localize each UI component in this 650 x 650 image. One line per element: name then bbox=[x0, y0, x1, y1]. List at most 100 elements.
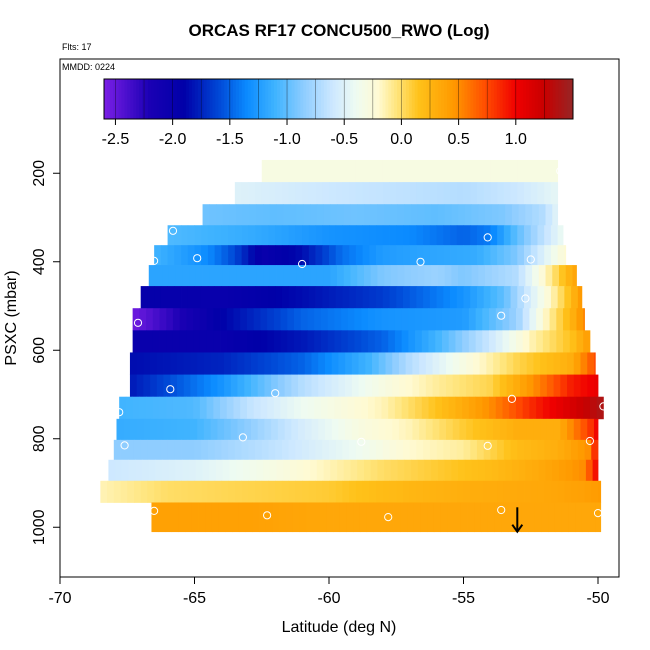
heatmap-cell bbox=[147, 480, 155, 503]
heatmap-cell bbox=[437, 459, 446, 482]
heatmap-cell bbox=[498, 204, 506, 226]
heatmap-cell bbox=[417, 459, 425, 482]
colorbar-segment bbox=[540, 79, 545, 119]
heatmap-cell bbox=[170, 374, 178, 398]
heatmap-cell bbox=[302, 182, 310, 205]
heatmap-cell bbox=[378, 352, 386, 375]
colorbar-segment bbox=[482, 79, 486, 119]
heatmap-cell bbox=[519, 418, 528, 441]
colorbar-segment bbox=[452, 79, 457, 119]
heatmap-cell bbox=[437, 265, 446, 287]
heatmap-cell bbox=[228, 480, 236, 503]
heatmap-cell bbox=[412, 352, 420, 375]
heatmap-cell bbox=[167, 480, 175, 503]
heatmap-cell bbox=[257, 352, 265, 375]
heatmap-cell bbox=[203, 418, 212, 441]
heatmap-cell bbox=[485, 459, 493, 482]
heatmap-cell bbox=[241, 480, 249, 503]
heatmap-cell bbox=[155, 459, 163, 482]
heatmap-cell bbox=[146, 396, 154, 420]
heatmap-cell bbox=[455, 308, 463, 331]
heatmap-cell bbox=[345, 374, 353, 398]
heatmap-cell bbox=[242, 459, 251, 482]
heatmap-cell bbox=[288, 225, 296, 246]
colorbar-segment bbox=[121, 79, 126, 119]
heatmap-cell bbox=[464, 459, 472, 482]
colorbar-segment bbox=[209, 79, 213, 119]
heatmap-cell bbox=[571, 439, 579, 461]
heatmap-cell bbox=[480, 502, 489, 533]
heatmap-cell bbox=[175, 459, 183, 482]
heatmap-cell bbox=[358, 352, 366, 375]
heatmap-cell bbox=[209, 459, 217, 482]
heatmap-cell bbox=[369, 439, 377, 461]
heatmap-cell bbox=[398, 374, 407, 398]
colorbar-segment bbox=[455, 79, 460, 119]
heatmap-cell bbox=[374, 396, 382, 420]
colorbar-segment bbox=[361, 79, 366, 119]
heatmap-cell bbox=[573, 352, 581, 375]
heatmap-cell bbox=[174, 225, 182, 246]
heatmap-cell bbox=[530, 480, 538, 503]
heatmap-cell bbox=[479, 352, 487, 375]
heatmap-cell bbox=[275, 286, 283, 309]
heatmap-cell bbox=[402, 439, 411, 461]
heatmap-cell bbox=[225, 502, 233, 533]
heatmap-cell bbox=[423, 286, 431, 309]
heatmap-cell bbox=[431, 204, 439, 226]
heatmap-cell bbox=[451, 459, 459, 482]
heatmap-cell bbox=[455, 396, 463, 420]
heatmap-cell bbox=[436, 245, 444, 266]
heatmap-cell bbox=[557, 225, 564, 246]
heatmap-cell bbox=[241, 182, 249, 205]
heatmap-cell bbox=[294, 330, 302, 353]
colorbar-segment bbox=[356, 79, 360, 119]
heatmap-cell bbox=[546, 352, 555, 375]
heatmap-cell bbox=[341, 308, 349, 331]
heatmap-cell bbox=[177, 352, 185, 375]
heatmap-cell bbox=[497, 225, 505, 246]
heatmap-cell bbox=[261, 245, 269, 266]
colorbar-segment bbox=[405, 79, 410, 119]
colorbar-segment bbox=[511, 79, 515, 119]
colorbar-segment bbox=[388, 79, 392, 119]
heatmap-cell bbox=[382, 480, 390, 503]
heatmap-cell bbox=[185, 502, 193, 533]
heatmap-cell bbox=[376, 245, 384, 266]
heatmap-cell bbox=[327, 308, 335, 331]
colorbar-segment bbox=[496, 79, 501, 119]
heatmap-cell bbox=[463, 225, 471, 246]
heatmap-cell bbox=[376, 439, 384, 461]
heatmap-cell bbox=[362, 480, 370, 503]
heatmap-cell bbox=[573, 418, 581, 441]
colorbar-segment bbox=[350, 79, 354, 119]
heatmap-cell bbox=[439, 352, 447, 375]
heatmap-cell bbox=[459, 418, 467, 441]
heatmap-cell bbox=[369, 225, 377, 246]
colorbar-segment bbox=[309, 79, 313, 119]
heatmap-cell bbox=[533, 352, 541, 375]
heatmap-cell bbox=[421, 396, 429, 420]
heatmap-cell bbox=[510, 182, 518, 205]
heatmap-cell bbox=[288, 286, 296, 309]
heatmap-cell bbox=[437, 204, 446, 226]
heatmap-cell bbox=[316, 459, 325, 482]
colorbar-segment bbox=[487, 79, 492, 119]
heatmap-cell bbox=[177, 418, 185, 441]
heatmap-cell bbox=[261, 182, 269, 205]
heatmap-cell bbox=[255, 225, 263, 246]
heatmap-cell bbox=[416, 225, 424, 246]
heatmap-cell bbox=[271, 352, 279, 375]
heatmap-cell bbox=[583, 396, 591, 420]
heatmap-cell bbox=[255, 480, 263, 503]
colorbar-segment bbox=[467, 79, 471, 119]
heatmap-cell bbox=[222, 204, 230, 226]
heatmap-cell bbox=[510, 439, 518, 461]
colorbar-segment bbox=[235, 79, 240, 119]
heatmap-cell bbox=[511, 204, 520, 226]
heatmap-cell bbox=[435, 308, 443, 331]
heatmap-cell bbox=[411, 204, 419, 226]
heatmap-cell bbox=[129, 374, 138, 398]
heatmap-cell bbox=[229, 459, 237, 482]
heatmap-cell bbox=[281, 245, 290, 266]
